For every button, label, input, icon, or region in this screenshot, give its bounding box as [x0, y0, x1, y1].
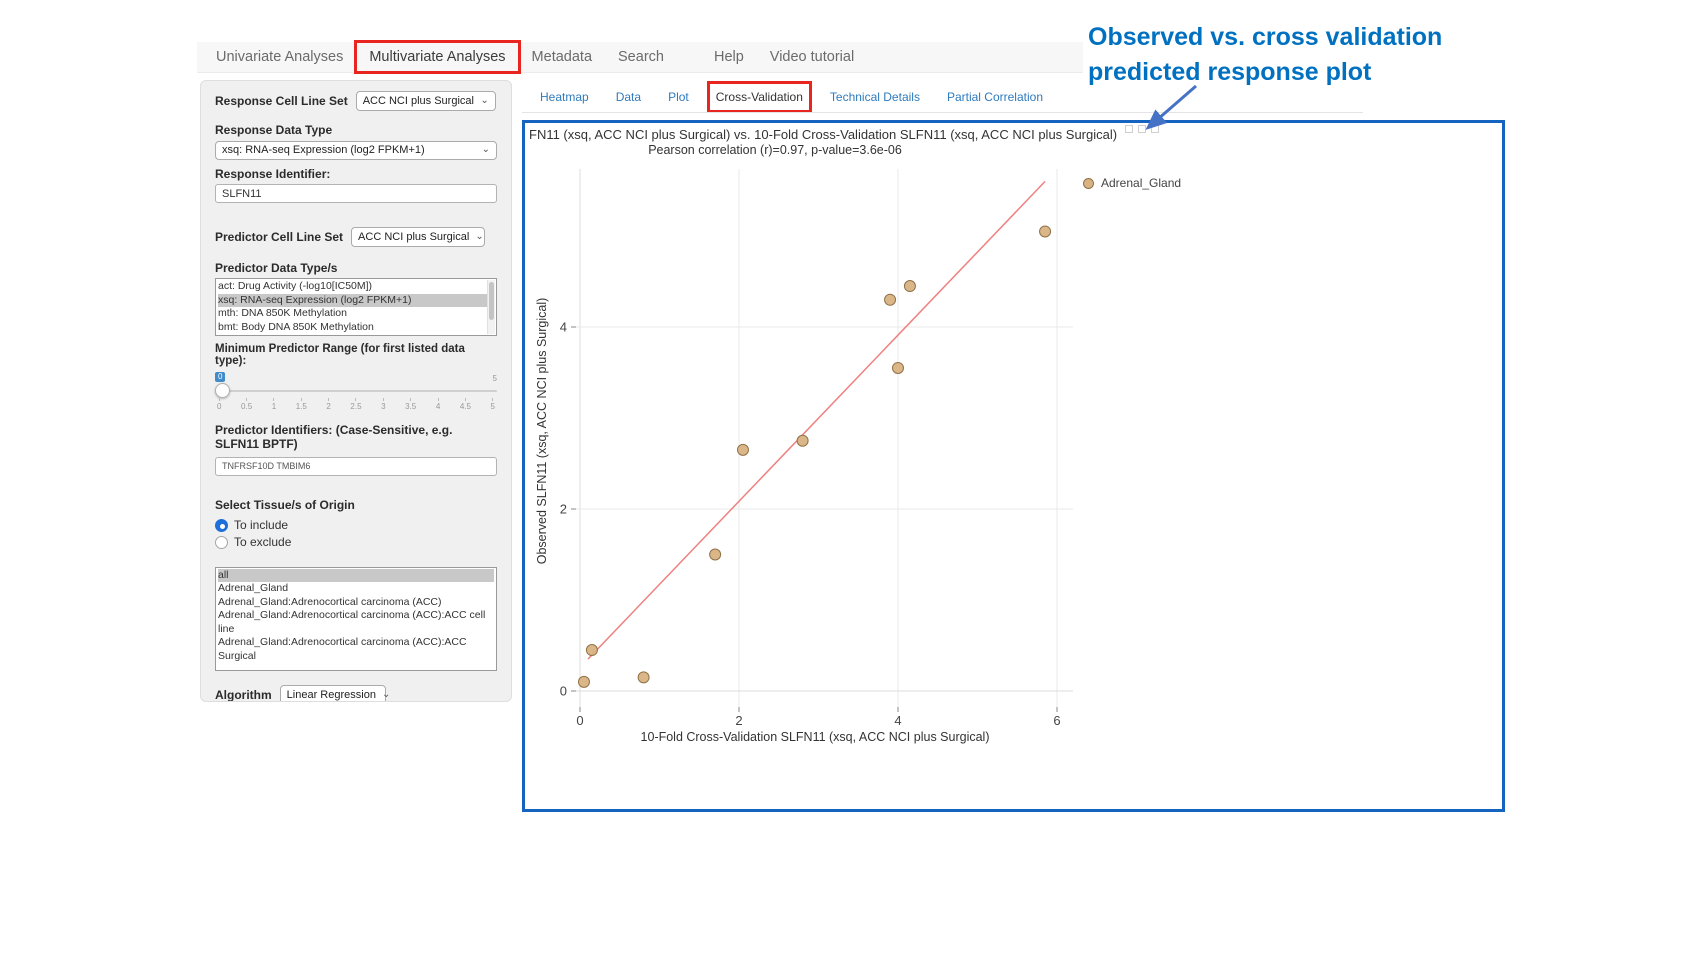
chevron-down-icon: ⌄	[481, 144, 490, 155]
chevron-down-icon: ⌄	[381, 688, 391, 700]
svg-text:4: 4	[560, 320, 567, 335]
chevron-down-icon: ⌄	[480, 95, 489, 106]
response-data-type-select[interactable]: xsq: RNA-seq Expression (log2 FPKM+1) ⌄	[215, 140, 497, 160]
result-tab[interactable]: Partial Correlation	[946, 90, 1043, 104]
chart-legend[interactable]: Adrenal_Gland	[1083, 176, 1181, 190]
listbox-option[interactable]: Adrenal_Gland:Adrenocortical carcinoma (…	[218, 609, 486, 635]
listbox-option[interactable]: mth: DNA 850K Methylation	[218, 307, 347, 319]
chart-subtitle: Pearson correlation (r)=0.97, p-value=3.…	[648, 143, 902, 157]
slider-track[interactable]	[215, 390, 497, 392]
predictor-identifiers-input[interactable]	[215, 456, 497, 476]
slider-tick: 4	[436, 398, 440, 411]
algorithm-select[interactable]: Linear Regression ⌄	[279, 684, 390, 701]
annotation-line1: Observed vs. cross validation	[1088, 23, 1443, 51]
slider-tick: 1	[272, 398, 276, 411]
listbox-option[interactable]: Adrenal_Gland:Adrenocortical carcinoma (…	[218, 595, 442, 608]
response-data-type-label: Response Data Type	[215, 123, 333, 137]
listbox-option[interactable]: Adrenal_Gland:Adrenocortical carcinoma (…	[218, 636, 467, 662]
scrollbar[interactable]	[487, 280, 495, 334]
result-tab[interactable]: Plot	[668, 90, 689, 104]
tissue-listbox[interactable]: all Adrenal_Gland Adrenal_Gland:Adrenocort…	[215, 566, 497, 671]
radio-icon[interactable]	[215, 535, 228, 549]
nav-item[interactable]: Multivariate Analyses	[354, 40, 521, 74]
slider-tick: 3	[381, 398, 386, 411]
svg-text:0: 0	[576, 713, 583, 728]
chart-title: FN11 (xsq, ACC NCI plus Surgical) vs. 10…	[529, 127, 1118, 142]
algorithm-label: Algorithm	[215, 687, 272, 702]
response-data-type-value: xsq: RNA-seq Expression (log2 FPKM+1)	[222, 144, 425, 156]
listbox-option[interactable]: xsq: RNA-seq Expression (log2 FPKM+1)	[218, 293, 494, 307]
result-tab[interactable]: Data	[615, 90, 642, 104]
cross-validation-plot-panel: FN11 (xsq, ACC NCI plus Surgical) vs. 10…	[522, 120, 1505, 812]
svg-text:2: 2	[560, 502, 567, 517]
predictor-cell-line-set-label: Predictor Cell Line Set	[215, 230, 344, 244]
predictor-identifiers-label: Predictor Identifiers: (Case-Sensitive, …	[215, 423, 453, 451]
annotation-text: Observed vs. cross validation predicted …	[1088, 20, 1442, 90]
result-tab[interactable]: Technical Details	[829, 90, 920, 104]
tissue-options: all Adrenal_Gland Adrenal_Gland:Adrenocort…	[218, 568, 494, 664]
algorithm-value: Linear Regression	[286, 688, 376, 701]
slider-value-badge: 0	[215, 372, 226, 382]
slider-handle[interactable]	[215, 383, 230, 398]
slider-tick: 4.5	[460, 398, 471, 411]
result-tabs: Heatmap Data Plot Cross-Validation Technical…	[540, 81, 1043, 113]
slider-tick: 1.5	[296, 398, 307, 411]
slider-tick: 3.5	[405, 398, 416, 411]
min-predictor-range-label: Minimum Predictor Range (for first liste…	[215, 343, 465, 367]
predictor-data-types-options: act: Drug Activity (-log10[IC50M]) xsq: R…	[218, 280, 494, 334]
predictor-cell-line-set-value: ACC NCI plus Surgical	[358, 231, 470, 243]
slider-ticks: 0 0.5 1 1.5 2 2.5 3 3.5 4 4.5 5	[217, 398, 495, 411]
cross-validation-scatter-plot[interactable]: 0 2 4 6 0 2 4	[525, 123, 1502, 773]
listbox-option[interactable]: act: Drug Activity (-log10[IC50M])	[218, 280, 373, 292]
svg-text:0: 0	[560, 684, 567, 699]
top-navbar: Univariate Analyses Multivariate Analyses…	[197, 40, 1083, 74]
slider-tick: 2.5	[350, 398, 362, 411]
slider-tick: 5	[491, 398, 495, 411]
nav-item[interactable]: Video tutorial	[769, 49, 855, 65]
listbox-option[interactable]: all	[218, 568, 494, 582]
predictor-cell-line-set-select[interactable]: ACC NCI plus Surgical ⌄	[351, 227, 486, 247]
predictor-data-types-listbox[interactable]: act: Drug Activity (-log10[IC50M]) xsq: R…	[215, 278, 497, 336]
response-cell-line-set-label: Response Cell Line Set	[215, 94, 348, 108]
slider-max-label: 5	[492, 374, 497, 383]
nav-item[interactable]: Univariate Analyses	[216, 49, 344, 65]
legend-marker-icon	[1083, 177, 1094, 189]
response-identifier-input[interactable]	[215, 184, 497, 203]
nav-item[interactable]: Help	[713, 49, 744, 65]
listbox-option[interactable]: Adrenal_Gland	[218, 582, 289, 594]
predictor-data-types-label: Predictor Data Type/s	[215, 261, 338, 275]
slider-tick: 2	[326, 398, 331, 411]
annotation-line2: predicted response plot	[1088, 58, 1372, 86]
nav-item[interactable]: Metadata	[531, 49, 593, 65]
result-tab[interactable]: Cross-Validation	[706, 81, 812, 113]
svg-text:4: 4	[894, 713, 901, 728]
nav-item[interactable]: Search	[618, 49, 664, 65]
tissue-origin-label: Select Tissue/s of Origin	[215, 497, 355, 512]
tissue-origin-radios: To include To exclude	[215, 517, 497, 551]
radio-label: To exclude	[234, 535, 292, 549]
annotation-arrow-icon	[1145, 84, 1197, 130]
slider-tick: 0.5	[241, 398, 252, 411]
response-cell-line-set-value: ACC NCI plus Surgical	[362, 95, 474, 107]
tissue-origin-radio[interactable]: To exclude	[215, 534, 497, 551]
slider-tick: 0	[217, 398, 221, 411]
svg-text:2: 2	[735, 713, 742, 728]
camera-icon[interactable]	[1125, 125, 1133, 133]
min-predictor-range-slider[interactable]: 0 5 0 0.5 1 1.5 2 2.5 3 3.5 4 4.5 5	[215, 372, 497, 413]
y-axis-label: Observed SLFN11 (xsq, ACC NCI plus Surgi…	[535, 297, 549, 565]
tabs-divider	[522, 112, 1363, 113]
response-identifier-label: Response Identifier:	[215, 166, 331, 181]
legend-label: Adrenal_Gland	[1101, 176, 1182, 190]
radio-icon[interactable]	[215, 518, 228, 532]
control-sidebar: Response Cell Line Set ACC NCI plus Surg…	[200, 80, 512, 702]
tissue-origin-radio[interactable]: To include	[215, 517, 497, 534]
svg-text:6: 6	[1053, 713, 1060, 728]
radio-label: To include	[234, 518, 289, 532]
response-cell-line-set-select[interactable]: ACC NCI plus Surgical ⌄	[355, 91, 496, 111]
chevron-down-icon: ⌄	[475, 231, 484, 242]
result-tab[interactable]: Heatmap	[540, 90, 589, 104]
listbox-option[interactable]: bmt: Body DNA 850K Methylation	[218, 320, 374, 333]
x-axis-label: 10-Fold Cross-Validation SLFN11 (xsq, AC…	[640, 730, 990, 744]
